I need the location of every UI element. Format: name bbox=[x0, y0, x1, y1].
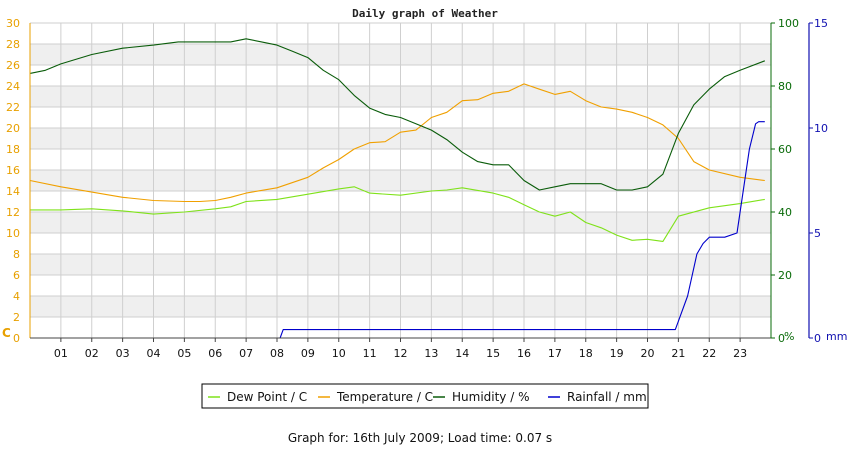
humidity-axis-unit: % bbox=[784, 330, 794, 343]
left-tick-label: 18 bbox=[6, 143, 20, 156]
x-tick-label: 01 bbox=[54, 347, 68, 360]
left-tick-label: 28 bbox=[6, 38, 20, 51]
rain-tick-label: 15 bbox=[814, 17, 828, 30]
humidity-tick-label: 80 bbox=[778, 80, 792, 93]
left-tick-label: 30 bbox=[6, 17, 20, 30]
left-tick-label: 10 bbox=[6, 227, 20, 240]
left-tick-label: 26 bbox=[6, 59, 20, 72]
series-line-humidity bbox=[29, 38, 765, 191]
x-tick-label: 18 bbox=[579, 347, 593, 360]
x-tick-label: 23 bbox=[733, 347, 747, 360]
x-tick-label: 19 bbox=[610, 347, 624, 360]
rain-tick-label: 10 bbox=[814, 122, 828, 135]
rain-axis-unit: mm bbox=[826, 330, 847, 343]
x-tick-label: 12 bbox=[394, 347, 408, 360]
x-tick-label: 11 bbox=[363, 347, 377, 360]
series-line-dew-point bbox=[30, 186, 765, 242]
x-tick-label: 07 bbox=[239, 347, 253, 360]
left-tick-label: 16 bbox=[6, 164, 20, 177]
series-group bbox=[29, 38, 765, 339]
legend: Dew Point / C Temperature / C Humidity / %… bbox=[201, 383, 649, 409]
left-tick-label: 0 bbox=[13, 332, 20, 345]
legend-label-rainfall: Rainfall / mm bbox=[567, 390, 647, 404]
x-tick-label: 13 bbox=[424, 347, 438, 360]
legend-label-dew-point: Dew Point / C bbox=[227, 390, 307, 404]
left-tick-label: 24 bbox=[6, 80, 20, 93]
x-tick-label: 02 bbox=[85, 347, 99, 360]
left-tick-label: 20 bbox=[6, 122, 20, 135]
left-tick-label: 8 bbox=[13, 248, 20, 261]
x-tick-label: 08 bbox=[270, 347, 284, 360]
left-tick-label: 22 bbox=[6, 101, 20, 114]
x-tick-label: 10 bbox=[332, 347, 346, 360]
left-axis-unit: C bbox=[2, 326, 11, 340]
left-tick-label: 2 bbox=[13, 311, 20, 324]
humidity-tick-label: 0 bbox=[778, 332, 785, 345]
left-tick-label: 14 bbox=[6, 185, 20, 198]
x-tick-label: 16 bbox=[517, 347, 531, 360]
x-tick-label: 20 bbox=[641, 347, 655, 360]
series-line-rainfall bbox=[30, 121, 765, 339]
x-tick-label: 05 bbox=[177, 347, 191, 360]
rain-tick-label: 5 bbox=[814, 227, 821, 240]
chart-title: Daily graph of Weather bbox=[352, 7, 498, 20]
rain-tick-label: 0 bbox=[814, 332, 821, 345]
x-tick-label: 09 bbox=[301, 347, 315, 360]
x-tick-label: 14 bbox=[455, 347, 469, 360]
humidity-tick-label: 100 bbox=[778, 17, 799, 30]
legend-box bbox=[201, 383, 649, 409]
humidity-tick-label: 60 bbox=[778, 143, 792, 156]
footer-text: Graph for: 16th July 2009; Load time: 0.… bbox=[288, 431, 552, 445]
legend-label-humidity: Humidity / % bbox=[452, 390, 529, 404]
left-tick-label: 6 bbox=[13, 269, 20, 282]
left-tick-label: 12 bbox=[6, 206, 20, 219]
grid-lines bbox=[30, 22, 771, 339]
x-tick-label: 06 bbox=[208, 347, 222, 360]
legend-label-temperature: Temperature / C bbox=[336, 390, 433, 404]
x-tick-label: 03 bbox=[116, 347, 130, 360]
x-tick-label: 22 bbox=[702, 347, 716, 360]
series-line-temperature bbox=[29, 83, 765, 203]
left-tick-label: 4 bbox=[13, 290, 20, 303]
humidity-tick-label: 40 bbox=[778, 206, 792, 219]
tick-labels: 0246810121416182022242628300204060801000… bbox=[6, 17, 828, 360]
humidity-tick-label: 20 bbox=[778, 269, 792, 282]
x-tick-label: 04 bbox=[147, 347, 161, 360]
x-tick-label: 15 bbox=[486, 347, 500, 360]
x-tick-label: 17 bbox=[548, 347, 562, 360]
x-tick-label: 21 bbox=[671, 347, 685, 360]
